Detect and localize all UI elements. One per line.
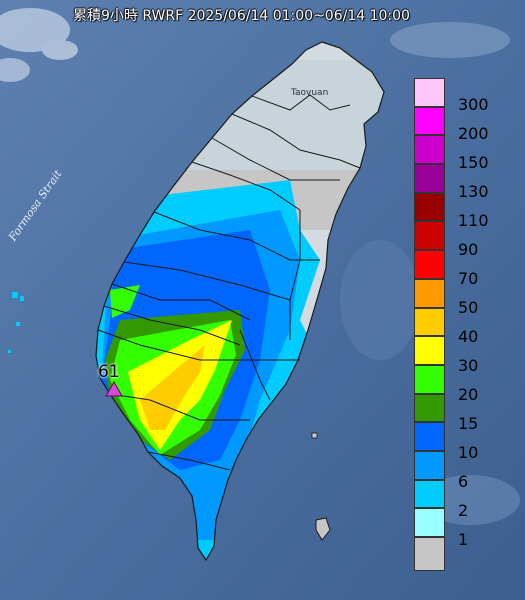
legend-label: 130 [458, 182, 489, 201]
legend-swatch [414, 250, 445, 279]
legend-label: 90 [458, 240, 479, 259]
max-rainfall-value: 61 [98, 362, 120, 382]
legend-swatch [414, 307, 445, 337]
max-rainfall-marker [105, 380, 123, 397]
county-boundaries [95, 41, 385, 562]
legend-label: 20 [458, 385, 479, 404]
penghu-island [20, 296, 24, 301]
legend-swatch [414, 221, 445, 251]
city-label: Taoyuan [291, 88, 329, 98]
legend-label: 110 [458, 211, 489, 230]
legend-swatch [414, 78, 445, 107]
legend-swatch [414, 393, 445, 423]
legend-label: 70 [458, 269, 479, 288]
legend-label: 1 [458, 530, 469, 549]
legend-swatch [414, 336, 445, 365]
legend-label: 200 [458, 124, 489, 143]
legend-swatch [414, 192, 445, 222]
legend-label: 2 [458, 501, 469, 520]
legend-label: 300 [458, 95, 489, 114]
legend-label: 15 [458, 414, 479, 433]
legend-swatch [414, 450, 445, 480]
legend-swatch [414, 164, 445, 193]
legend-label: 30 [458, 356, 479, 375]
penghu-island [12, 292, 18, 298]
cloud-texture [0, 8, 520, 525]
legend-swatch [414, 508, 445, 537]
map-title: 累積9小時 RWRF 2025/06/14 01:00~06/14 10:00 [73, 8, 410, 24]
lanyu-island [315, 517, 331, 541]
legend-swatch [414, 479, 445, 509]
legend-color-scale [414, 78, 445, 571]
legend-label: 150 [458, 153, 489, 172]
legend-swatch [414, 364, 445, 394]
legend-swatch [414, 278, 445, 308]
legend-swatch [414, 422, 445, 451]
penghu-island [8, 350, 11, 353]
legend-swatch [414, 537, 445, 571]
legend-label: 50 [458, 298, 479, 317]
ludao-island [311, 432, 318, 439]
legend-labels: 300 200 150 130 110 90 70 50 40 30 20 15 10 6 2 1 [458, 82, 520, 549]
legend-label: 40 [458, 327, 479, 346]
legend-label: 6 [458, 472, 469, 491]
rainfall-field [96, 60, 384, 560]
penghu-island [16, 322, 20, 326]
legend-label: 10 [458, 443, 479, 462]
legend-swatch [414, 106, 445, 136]
legend-swatch [414, 135, 445, 165]
